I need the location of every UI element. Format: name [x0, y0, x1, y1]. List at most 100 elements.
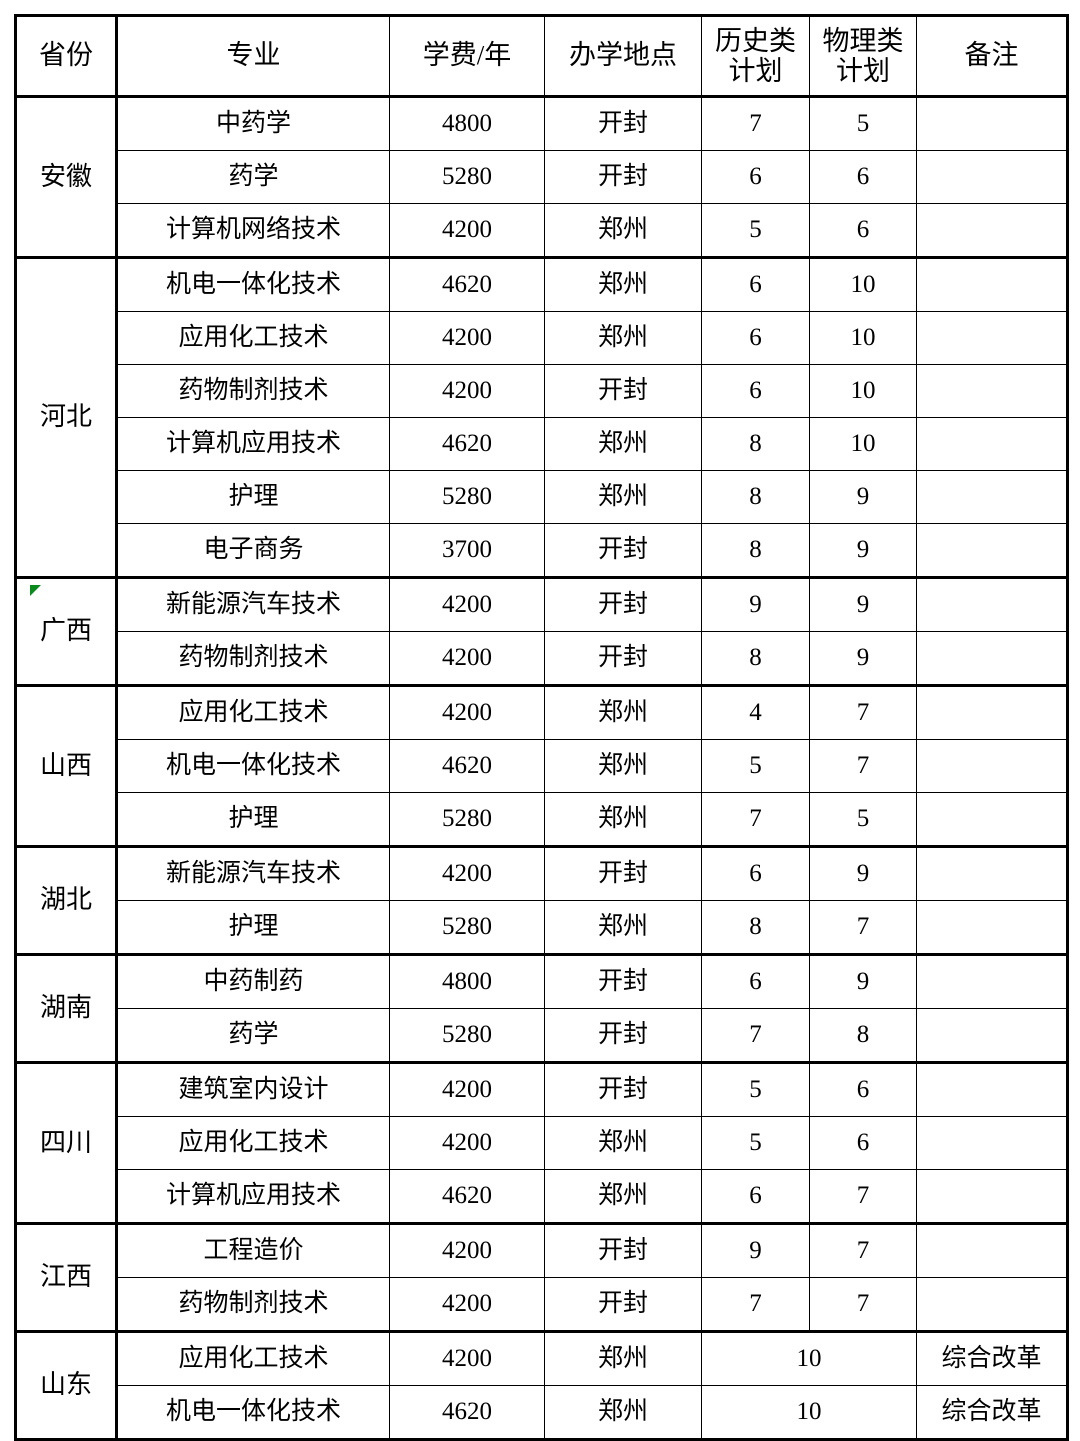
table-row: 应用化工技术 4200 郑州 6 10 — [16, 311, 1069, 365]
history-plan-cell: 7 — [701, 95, 810, 151]
fee-cell: 4200 — [389, 1116, 545, 1170]
physics-plan-cell: 9 — [809, 953, 917, 1009]
physics-plan-cell: 10 — [809, 364, 917, 418]
column-header-history-plan-line1: 历史类 — [715, 25, 796, 56]
fee-cell: 4620 — [389, 1169, 545, 1224]
place-cell: 郑州 — [544, 1116, 702, 1170]
place-cell: 郑州 — [544, 739, 702, 793]
history-plan-cell: 5 — [701, 739, 810, 793]
table-row: 机电一体化技术 4620 郑州 5 7 — [16, 739, 1069, 793]
fee-cell: 4200 — [389, 364, 545, 418]
table-row: 计算机应用技术 4620 郑州 6 7 — [16, 1169, 1069, 1224]
remark-cell — [916, 1169, 1069, 1224]
table-row: 安徽 中药学 4800 开封 7 5 — [14, 95, 1069, 258]
history-plan-cell: 8 — [701, 631, 810, 686]
fee-cell: 5280 — [389, 150, 545, 204]
place-cell: 开封 — [544, 364, 702, 418]
table-row: 山西 应用化工技术 4200 郑州 4 7 — [14, 684, 1069, 847]
remark-cell — [916, 1116, 1069, 1170]
major-cell: 工程造价 — [116, 1222, 390, 1278]
fee-cell: 4200 — [389, 631, 545, 686]
table-row: 电子商务 3700 开封 8 9 — [16, 523, 1069, 578]
merged-plan-cell: 10 — [701, 1330, 917, 1386]
remark-cell — [916, 900, 1069, 955]
header-row: 省份 专业 学费/年 办学地点 历史类 计划 物理类 计划 备注 — [14, 15, 1069, 98]
physics-plan-cell: 9 — [809, 845, 917, 901]
physics-plan-cell: 10 — [809, 417, 917, 471]
place-cell: 郑州 — [544, 256, 702, 312]
physics-plan-cell: 7 — [809, 684, 917, 740]
fee-cell: 5280 — [389, 900, 545, 955]
history-plan-cell: 8 — [701, 900, 810, 955]
history-plan-cell: 6 — [701, 311, 810, 365]
province-cell: 江西 — [14, 1222, 118, 1332]
remark-cell — [916, 845, 1069, 901]
place-cell: 开封 — [544, 1277, 702, 1332]
physics-plan-cell: 7 — [809, 1169, 917, 1224]
column-header-physics-plan: 物理类 计划 — [809, 15, 917, 98]
column-header-fee: 学费/年 — [389, 15, 545, 98]
column-header-history-plan-line2: 计划 — [728, 56, 783, 86]
physics-plan-cell: 10 — [809, 256, 917, 312]
remark-cell — [916, 1061, 1069, 1117]
major-cell: 机电一体化技术 — [116, 739, 390, 793]
table-row: 计算机应用技术 4620 郑州 8 10 — [16, 417, 1069, 471]
table-row: 山东 应用化工技术 4200 郑州 10 综合改革 — [14, 1330, 1069, 1440]
fee-cell: 3700 — [389, 523, 545, 578]
major-cell: 电子商务 — [116, 523, 390, 578]
remark-cell — [916, 953, 1069, 1009]
fee-cell: 4800 — [389, 95, 545, 151]
physics-plan-cell: 6 — [809, 203, 917, 258]
remark-cell — [916, 256, 1069, 312]
major-cell: 药物制剂技术 — [116, 1277, 390, 1332]
major-cell: 中药学 — [116, 95, 390, 151]
physics-plan-cell: 7 — [809, 900, 917, 955]
history-plan-cell: 5 — [701, 1061, 810, 1117]
remark-cell — [916, 523, 1069, 578]
table-row: 药物制剂技术 4200 开封 8 9 — [16, 631, 1069, 686]
history-plan-cell: 7 — [701, 1277, 810, 1332]
major-cell: 机电一体化技术 — [116, 1385, 390, 1441]
physics-plan-cell: 9 — [809, 523, 917, 578]
table-row: 湖南 中药制药 4800 开封 6 9 — [14, 953, 1069, 1063]
place-cell: 郑州 — [544, 417, 702, 471]
plan-table-container: 省份 专业 学费/年 办学地点 历史类 计划 物理类 计划 备注 安徽 中药学 48… — [14, 14, 1069, 1441]
remark-cell — [916, 417, 1069, 471]
fee-cell: 4200 — [389, 1277, 545, 1332]
table-row: 湖北 新能源汽车技术 4200 开封 6 9 — [14, 845, 1069, 955]
fee-cell: 4200 — [389, 311, 545, 365]
column-header-province: 省份 — [14, 15, 118, 98]
place-cell: 郑州 — [544, 900, 702, 955]
remark-cell — [916, 631, 1069, 686]
column-header-major: 专业 — [116, 15, 390, 98]
fee-cell: 4200 — [389, 576, 545, 632]
remark-cell — [916, 470, 1069, 524]
major-cell: 计算机应用技术 — [116, 417, 390, 471]
history-plan-cell: 5 — [701, 203, 810, 258]
remark-cell — [916, 95, 1069, 151]
place-cell: 郑州 — [544, 203, 702, 258]
history-plan-cell: 6 — [701, 150, 810, 204]
remark-cell — [916, 1277, 1069, 1332]
history-plan-cell: 6 — [701, 1169, 810, 1224]
place-cell: 郑州 — [544, 684, 702, 740]
physics-plan-cell: 8 — [809, 1008, 917, 1063]
history-plan-cell: 7 — [701, 1008, 810, 1063]
table-row: 药物制剂技术 4200 开封 7 7 — [16, 1277, 1069, 1332]
physics-plan-cell: 9 — [809, 631, 917, 686]
history-plan-cell: 6 — [701, 364, 810, 418]
column-header-remark: 备注 — [916, 15, 1069, 98]
history-plan-cell: 6 — [701, 845, 810, 901]
major-cell: 新能源汽车技术 — [116, 845, 390, 901]
table-row: 计算机网络技术 4200 郑州 5 6 — [16, 203, 1069, 258]
fee-cell: 4620 — [389, 1385, 545, 1441]
physics-plan-cell: 5 — [809, 95, 917, 151]
remark-cell: 综合改革 — [916, 1330, 1069, 1386]
table-row: 药学 5280 开封 7 8 — [16, 1008, 1069, 1063]
major-cell: 药物制剂技术 — [116, 631, 390, 686]
remark-cell — [916, 792, 1069, 847]
major-cell: 应用化工技术 — [116, 1330, 390, 1386]
major-cell: 应用化工技术 — [116, 311, 390, 365]
major-cell: 护理 — [116, 792, 390, 847]
fee-cell: 5280 — [389, 792, 545, 847]
